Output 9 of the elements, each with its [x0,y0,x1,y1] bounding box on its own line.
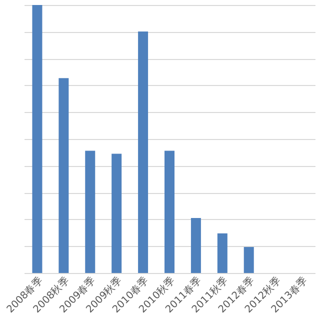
bar [138,32,148,273]
bar [164,150,174,273]
bar [190,218,201,273]
bar [244,247,254,273]
bar [58,78,69,273]
bar [85,150,96,273]
bar [112,154,122,273]
bar [32,5,42,273]
bar [217,233,228,273]
